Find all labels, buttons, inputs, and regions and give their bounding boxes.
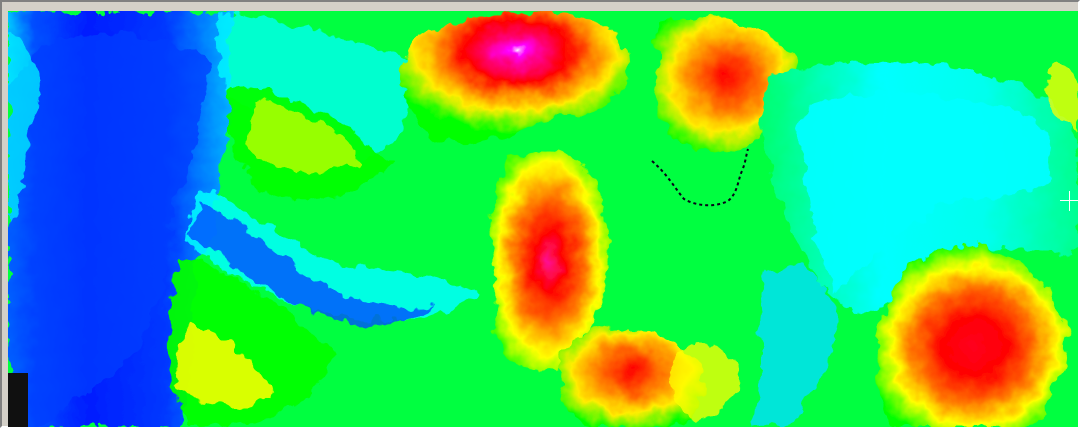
- elevation-map-viewport[interactable]: [8, 11, 1078, 427]
- elevation-map-canvas[interactable]: [8, 11, 1078, 427]
